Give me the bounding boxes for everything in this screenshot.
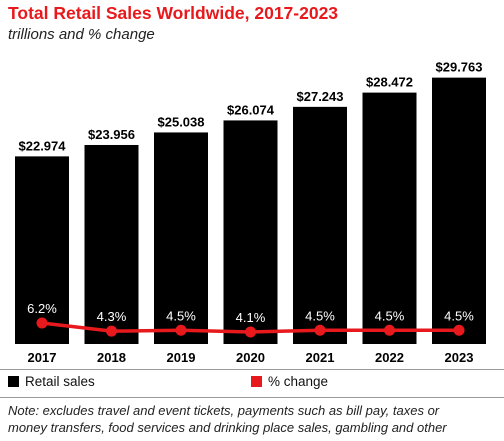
bar-2017 [15,156,69,344]
chart-plot-area: $22.974 $23.956 $25.038 $26.074 $27.243 $28.4… [15,60,486,365]
legend-item-retail-sales: Retail sales [8,374,95,389]
x-tick-label-2022: 2022 [375,350,404,365]
x-tick-label-2018: 2018 [97,350,126,365]
footnote-line-2: money transfers, food services and drink… [8,420,447,435]
bar-value-label-2020: $26.074 [227,102,275,117]
percent-change-point-2020 [245,326,256,338]
percent-change-label-2017: 6.2% [27,301,57,316]
percent-change-label-2022: 4.5% [375,308,405,323]
legend-label-retail-sales: Retail sales [25,374,95,389]
note-divider [0,397,504,398]
legend-divider [0,369,504,370]
bar-2020 [223,120,278,344]
percent-change-point-2022 [384,324,395,336]
bar-value-label-2017: $22.974 [19,138,67,153]
bar-value-label-2018: $23.956 [88,127,135,142]
legend-swatch-retail-sales [8,376,19,387]
bar-value-label-2022: $28.472 [366,75,413,90]
legend-item-percent-change: % change [251,374,328,389]
bar-2018 [84,144,139,344]
percent-change-label-2018: 4.3% [97,309,127,324]
bar-value-label-2019: $25.038 [158,114,205,129]
chart-title: Total Retail Sales Worldwide, 2017-2023 [8,3,339,23]
bar-2023 [432,77,486,344]
percent-change-label-2021: 4.5% [305,308,335,323]
percent-change-label-2019: 4.5% [166,308,196,323]
bar-2022 [362,92,417,344]
percent-change-point-2017 [36,317,48,329]
x-tick-label-2021: 2021 [306,350,335,365]
bars-group: $22.974 $23.956 $25.038 $26.074 $27.243 $28.4… [15,60,486,344]
bar-value-label-2023: $29.763 [436,60,483,75]
percent-change-label-2023: 4.5% [444,308,474,323]
footnote: Note: excludes travel and event tickets,… [8,402,500,436]
percent-change-point-2018 [106,325,117,337]
percent-change-point-2023 [453,324,465,336]
percent-change-point-2021 [314,324,326,336]
percent-change-line-group: 6.2% 4.3% 4.5% 4.1% 4.5% 4.5% 4.5% [27,301,474,338]
x-tick-label-2017: 2017 [28,350,57,365]
percent-change-point-2019 [175,324,187,336]
legend-label-percent-change: % change [268,374,329,389]
bar-value-label-2021: $27.243 [297,89,344,104]
chart-subtitle: trillions and % change [8,26,155,43]
bar-2019 [154,132,208,344]
bar-2021 [293,106,347,344]
percent-change-label-2020: 4.1% [236,310,266,325]
x-tick-label-2023: 2023 [445,350,474,365]
x-tick-label-2020: 2020 [236,350,265,365]
legend-swatch-percent-change [251,376,262,387]
x-tick-label-2019: 2019 [167,350,196,365]
footnote-line-1: Note: excludes travel and event tickets,… [8,403,440,418]
x-axis-labels: 2017 2018 2019 2020 2021 2022 2023 [28,350,474,365]
